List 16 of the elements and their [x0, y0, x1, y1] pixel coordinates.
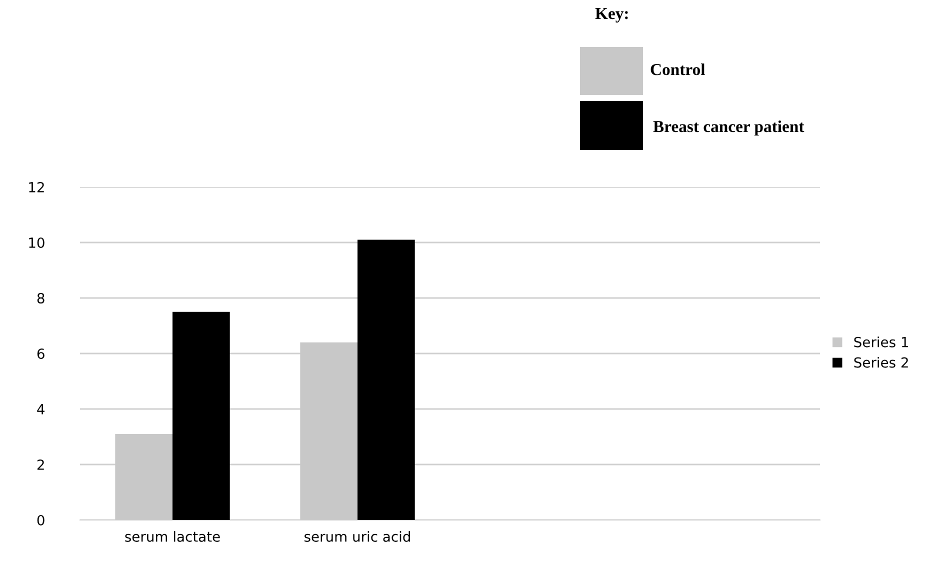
- y-tick-label: 10: [29, 237, 44, 248]
- legend-label: Series 2: [854, 356, 908, 368]
- bar: [172, 312, 230, 520]
- text: Key:: [595, 8, 628, 23]
- y-tick-label: 6: [37, 348, 44, 359]
- y-tick-label: 0: [37, 514, 44, 526]
- bar: [358, 240, 415, 520]
- text: Breast cancer patient: [653, 120, 804, 136]
- x-tick-label: serum uric acid: [304, 531, 410, 542]
- x-tick-label: serum lactate: [125, 531, 220, 542]
- legend-label: Series 1: [854, 336, 908, 348]
- y-tick-label: 4: [37, 404, 44, 414]
- text: Control: [650, 63, 705, 76]
- y-tick-label: 2: [37, 459, 44, 470]
- y-tick-label: 12: [29, 182, 44, 192]
- y-tick-label: 8: [37, 292, 44, 304]
